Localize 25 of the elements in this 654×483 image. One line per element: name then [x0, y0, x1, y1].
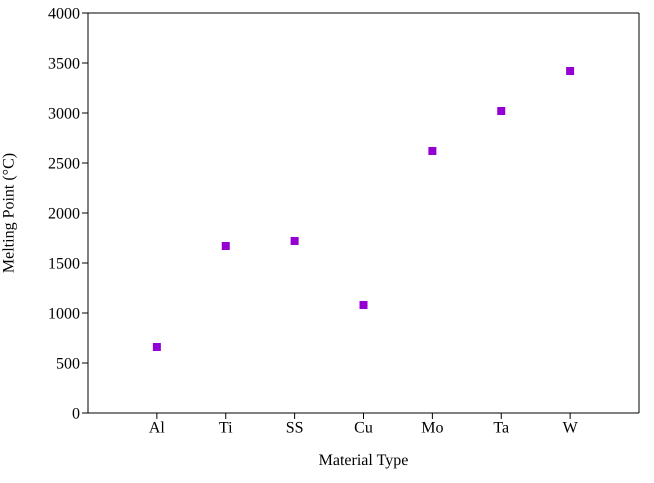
y-tick-label: 0 — [72, 406, 80, 423]
x-tick-label: Mo — [421, 419, 444, 436]
x-tick-label: Cu — [354, 419, 373, 436]
point — [152, 343, 161, 351]
y-tick-label: 500 — [56, 356, 80, 373]
y-tick-label: 2500 — [48, 156, 80, 173]
x-tick-label: Ta — [493, 419, 510, 436]
y-tick-label: 1000 — [48, 306, 80, 323]
y-axis-title: Melting Point (°C) — [0, 152, 18, 274]
point — [360, 301, 368, 309]
point — [497, 107, 506, 115]
point — [428, 147, 436, 155]
x-tick-label: SS — [286, 419, 304, 436]
x-tick-label: Al — [148, 419, 166, 436]
point — [290, 237, 299, 245]
point — [222, 242, 230, 250]
y-tick-label: 2000 — [48, 206, 80, 223]
x-tick-label: W — [562, 419, 579, 436]
y-tick-label: 4000 — [48, 6, 80, 23]
x-tick-label: Ti — [218, 419, 234, 436]
y-tick-label: 3500 — [48, 56, 80, 73]
point — [566, 67, 574, 75]
x-axis-title: Material Type — [318, 452, 408, 469]
y-tick-label: 3000 — [48, 106, 80, 123]
y-tick-label: 1500 — [48, 256, 80, 273]
